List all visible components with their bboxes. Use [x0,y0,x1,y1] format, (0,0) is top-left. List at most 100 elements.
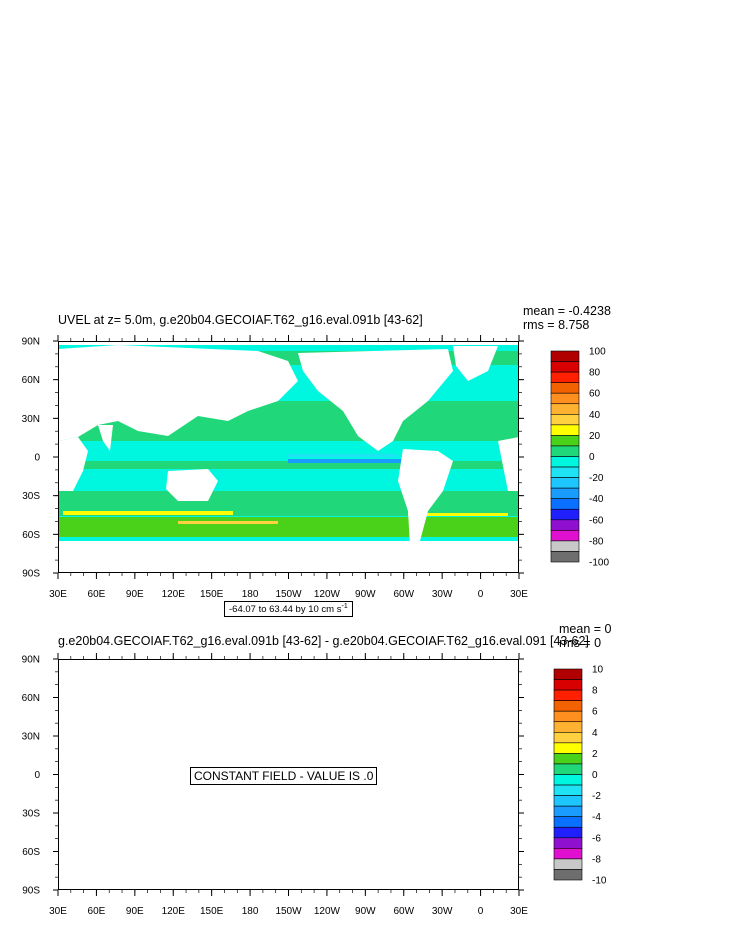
panel2-colorbar-box [553,689,583,701]
panel1-xlabel: 60E [88,589,106,600]
panel2-colorbar-box [553,700,583,712]
panel2-colorbar-box [553,826,583,839]
panel2-colorbar-box [553,848,583,860]
panel2-rms: rms = 0 [559,636,602,650]
panel1-title: UVEL at z= 5.0m, g.e20b04.GECOIAF.T62_g1… [58,313,423,327]
panel2-colorbar-box [553,837,583,849]
panel1-ref-sup: -1 [341,603,348,610]
panel1-colorbar-box [550,435,580,447]
panel2-ylabel: 30N [22,732,40,743]
panel2-xlabel: 30W [432,906,453,917]
panel1-xlabel: 180 [242,589,259,600]
panel1-ylabel: 30S [22,491,40,502]
panel2-colorbar-label: 2 [592,749,598,760]
panel1-xlabel: 30W [432,589,453,600]
panel2-colorbar-box [553,816,583,828]
panel1-xlabel: 150W [275,589,302,600]
panel1-colorbar-box [550,361,580,373]
panel2-mean: mean = 0 [559,622,612,636]
panel1-xlabel: 0 [478,589,484,600]
panel2-colorbar-box [553,795,583,807]
panel1-colorbar-box [550,456,580,468]
panel2-colorbar-label: -2 [592,791,601,802]
panel1-ylabel: 60N [22,375,40,386]
panel2-colorbar-box [553,805,583,818]
panel1-colorbar-box [550,350,580,362]
panel2-colorbar-label: -10 [592,876,607,887]
panel2-colorbar-label: -6 [592,833,601,844]
panel1-xlabel: 90W [355,589,376,600]
panel1-colorbar-label: -20 [589,473,604,484]
panel2-constant-field-label: CONSTANT FIELD - VALUE IS .0 [190,767,378,785]
panel2-ylabel: 30S [22,809,40,820]
panel1-ylabel: 60S [22,530,40,541]
panel1-colorbar-box [550,466,580,478]
panel1-colorbar-box [550,530,580,542]
panel2-xlabel: 90E [126,906,144,917]
panel1-reference-vector-label: -64.07 to 63.44 by 10 cm s-1 [224,601,353,618]
panel1-colorbar-box [550,403,580,415]
panel1-ylabel: 30N [22,414,40,425]
panel2-colorbar-box [553,668,583,680]
panel1-colorbar-box [550,477,580,489]
panel1-ref-text: -64.07 to 63.44 by 10 cm s [229,604,342,616]
panel1-colorbar-box [550,382,580,394]
panel2-ylabel: 60N [22,693,40,704]
panel1-colorbar-box [550,519,580,531]
panel2-colorbar-box [553,679,583,691]
panel2-colorbar-box [553,753,583,765]
panel2-colorbar-box [553,858,583,870]
panel2-colorbar-label: 6 [592,707,598,718]
panel2-xlabel: 60E [88,906,106,917]
panel1-colorbar-label: -80 [589,536,604,547]
panel1-xlabel: 120E [162,589,186,600]
panel2-colorbar-box [553,763,583,775]
panel1-xlabel: 120W [314,589,341,600]
panel2-xlabel: 150W [275,906,302,917]
panel1-colorbar-label: -40 [589,494,604,505]
panel1-colorbar-box [550,551,580,563]
panel1-colorbar-box [550,498,580,510]
panel2-colorbar-box [553,742,583,754]
panel2-xlabel: 120W [314,906,341,917]
panel1-ylabel: 90N [22,337,40,348]
panel1-colorbar-box [550,487,580,499]
panel2-xlabel: 180 [242,906,259,917]
panel2-ylabel: 90S [22,886,40,897]
panel1-xlabel: 150E [200,589,224,600]
panel1-xlabel: 30E [49,589,67,600]
panel1-colorbar-label: -100 [589,558,609,569]
panel1-rms: rms = 8.758 [523,318,590,332]
panel2-colorbar-label: 4 [592,728,598,739]
panel1-ylabel: 90S [22,569,40,580]
panel2-colorbar-box [553,721,583,733]
panel1-colorbar-label: 100 [589,347,606,358]
panel1-colorbar-box [550,392,580,405]
panel2-xlabel: 30E [510,906,528,917]
panel2-colorbar-box [553,731,583,744]
panel2-xlabel: 150E [200,906,224,917]
panel2-colorbar-box [553,710,583,723]
panel1-colorbar-box [550,424,580,436]
panel1-colorbar-label: 80 [589,368,601,379]
panel1-colorbar-box [550,445,580,457]
panel1-plot-frame [58,341,519,573]
panel2-ylabel: 0 [34,770,40,781]
panel2-xlabel: 60W [393,906,414,917]
panel1-colorbar-label: 60 [589,389,601,400]
panel1-colorbar-box [550,371,580,383]
panel1-colorbar-label: 20 [589,431,601,442]
panel1-colorbar-box [550,540,580,552]
panel1-xlabel: 60W [393,589,414,600]
panel2-colorbar-label: 0 [592,770,598,781]
panel1-colorbar-label: -60 [589,515,604,526]
panel1-xlabel: 30E [510,589,528,600]
panel1-colorbar-label: 0 [589,452,595,463]
panel2-colorbar-label: -4 [592,812,601,823]
panel2-colorbar-label: -8 [592,854,601,865]
panel2-title: g.e20b04.GECOIAF.T62_g16.eval.091b [43-6… [58,634,589,648]
panel1-colorbar-box [550,508,580,521]
panel1-xlabel: 90E [126,589,144,600]
panel2-xlabel: 90W [355,906,376,917]
